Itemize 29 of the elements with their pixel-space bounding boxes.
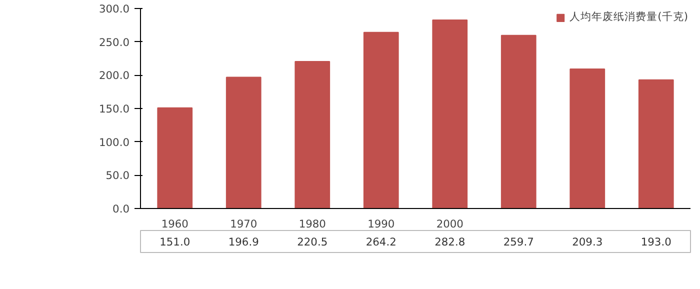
text: 209.3 [572, 236, 603, 248]
text: 193.0 [640, 236, 672, 248]
y-tick-label: 300.0 [98, 2, 130, 16]
bar [432, 19, 468, 208]
text: 282.8 [434, 236, 466, 248]
text: 220.5 [297, 236, 328, 248]
bar [294, 61, 330, 208]
y-tick-label: 250.0 [98, 36, 130, 49]
x-tick-label: 1990 [368, 218, 395, 230]
bar [226, 76, 262, 208]
y-tick-label: 50.0 [106, 169, 130, 182]
y-tick-label: 150.0 [98, 102, 130, 116]
x-tick-label: 1980 [298, 218, 326, 230]
bar [500, 34, 536, 208]
x-tick-label: 2000 [436, 218, 464, 230]
y-tick-label: 100.0 [98, 136, 130, 149]
text: 264.2 [366, 236, 396, 248]
text: 196.9 [228, 236, 259, 248]
y-tick-label: 0.0 [112, 202, 130, 216]
legend-label: 人均年废纸消费量(千克) [570, 10, 688, 24]
bar [570, 68, 606, 208]
x-tick-label: 1960 [161, 218, 189, 230]
text: 259.7 [503, 236, 534, 248]
x-tick-label: 1970 [230, 218, 258, 230]
text: 151.0 [160, 236, 190, 248]
bar [638, 79, 674, 208]
bar [363, 32, 399, 208]
y-tick-label: 200.0 [98, 69, 130, 82]
bar [157, 107, 193, 208]
